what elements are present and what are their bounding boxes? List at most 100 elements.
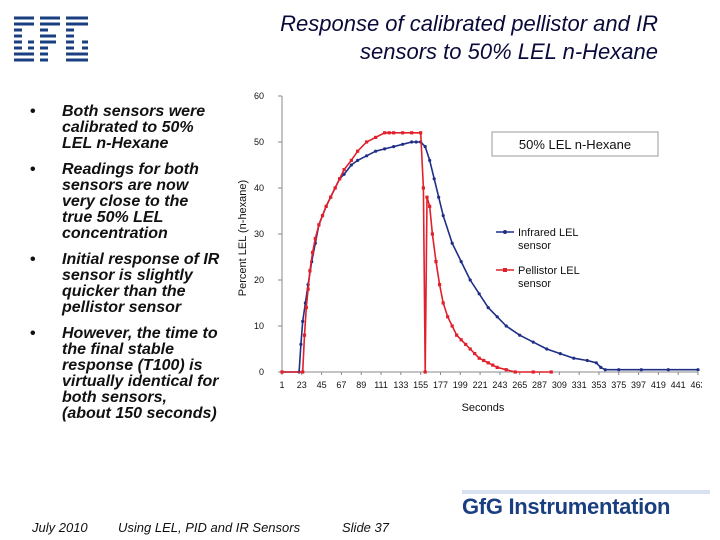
bullet-text: However, the time to the final stable re…: [62, 325, 219, 422]
pellistor-point: [434, 260, 438, 264]
x-tick-label: 133: [393, 380, 408, 390]
pellistor-point: [383, 131, 387, 135]
bullet-icon: •: [30, 103, 36, 120]
pellistor-point: [342, 168, 346, 172]
pellistor-point: [302, 333, 307, 337]
pellistor-point: [473, 352, 477, 356]
x-tick-label: 397: [631, 380, 646, 390]
pellistor-point: [320, 214, 325, 218]
pellistor-point: [324, 204, 328, 208]
pellistor-point: [491, 363, 495, 367]
pellistor-point: [301, 370, 305, 374]
footer-slide-number: Slide 37: [342, 520, 389, 535]
pellistor-point: [455, 333, 459, 337]
infrared-point: [356, 158, 360, 162]
pellistor-point: [317, 223, 321, 227]
x-tick-label: 23: [297, 380, 307, 390]
infrared-point: [585, 358, 589, 363]
infrared-point: [531, 340, 535, 344]
pellistor-point: [549, 370, 553, 374]
pellistor-point: [333, 186, 337, 190]
bullet-text: Initial response of IR sensor is slightl…: [62, 251, 220, 316]
infrared-point: [495, 315, 499, 319]
legend-pellistor-label: Pellistor LEL sensor: [518, 265, 580, 290]
legend-infrared-label-line: Infrared LEL: [518, 227, 579, 239]
pellistor-point: [338, 177, 342, 181]
infrared-point: [450, 241, 454, 245]
y-tick-label: 40: [254, 183, 264, 193]
pellistor-point: [365, 140, 369, 144]
pellistor-point: [425, 195, 429, 199]
infrared-point: [477, 292, 481, 296]
legend-pellistor-label-line: Pellistor LEL: [518, 265, 580, 277]
pellistor-point: [477, 356, 481, 360]
infrared-point: [437, 195, 441, 199]
pellistor-point: [419, 131, 423, 135]
legend-pellistor-label-line: sensor: [518, 278, 551, 290]
infrared-point: [410, 140, 414, 144]
x-tick-label: 287: [532, 380, 547, 390]
y-tick-label: 10: [254, 321, 264, 331]
infrared-point: [486, 306, 490, 310]
legend-infrared-marker: [503, 230, 507, 234]
x-tick-label: 1: [279, 380, 284, 390]
pellistor-point: [513, 370, 517, 374]
infrared-point: [639, 368, 643, 372]
chart-ticks: 0 10 20 30 40 50 60 1 23 45 67 89 111 133 155 177 199 221…: [254, 91, 702, 390]
bullet-item: • Initial response of IR sensor is slight…: [30, 252, 220, 316]
series-line-infrared: [282, 141, 698, 373]
footer-title: Using LEL, PID and IR Sensors: [118, 520, 301, 535]
chart-series: [280, 131, 700, 374]
infrared-point: [374, 149, 378, 153]
pellistor-point: [423, 370, 427, 374]
pellistor-point: [482, 358, 486, 363]
y-tick-label: 20: [254, 275, 264, 285]
x-tick-label: 243: [492, 380, 507, 390]
x-tick-label: 353: [591, 380, 606, 390]
infrared-point: [617, 368, 621, 372]
infrared-point: [392, 145, 396, 149]
pellistor-point: [421, 186, 425, 190]
x-tick-label: 331: [572, 380, 587, 390]
pellistor-point: [311, 250, 315, 254]
pellistor-point: [392, 131, 396, 135]
infrared-point: [599, 365, 603, 369]
y-tick-label: 60: [254, 91, 264, 101]
y-axis-label: Percent LEL (n-hexane): [237, 180, 249, 296]
x-tick-label: 463: [690, 380, 702, 390]
pellistor-point: [446, 315, 450, 319]
bullet-icon: •: [30, 161, 36, 178]
pellistor-point: [428, 204, 432, 208]
infrared-point: [441, 214, 445, 218]
infrared-point: [558, 352, 562, 356]
pellistor-point: [441, 301, 445, 305]
pellistor-point: [280, 370, 284, 374]
legend-pellistor-marker: [503, 268, 507, 272]
infrared-point: [468, 278, 472, 282]
infrared-point: [365, 154, 369, 158]
infrared-point: [603, 368, 607, 372]
infrared-point: [696, 368, 700, 372]
infrared-point: [432, 177, 436, 181]
pellistor-point: [304, 306, 308, 310]
pellistor-point: [430, 232, 434, 236]
infrared-point: [423, 145, 427, 149]
pellistor-point: [504, 368, 508, 372]
pellistor-point: [308, 269, 312, 273]
bullet-icon: •: [30, 325, 36, 342]
bullet-list: • Both sensors were calibrated to 50% LEL…: [30, 104, 220, 432]
x-axis-label: Seconds: [462, 402, 505, 414]
brand-band: [462, 490, 710, 494]
infrared-point: [572, 356, 576, 360]
x-tick-label: 89: [356, 380, 366, 390]
x-tick-label: 419: [651, 380, 666, 390]
pellistor-point: [374, 135, 378, 139]
infrared-point: [401, 142, 405, 146]
x-tick-label: 155: [413, 380, 428, 390]
pellistor-point: [306, 287, 310, 291]
infrared-point: [545, 347, 549, 351]
bullet-icon: •: [30, 251, 36, 268]
title-line-1: Response of calibrated pellistor and IR: [280, 11, 658, 36]
infrared-point: [518, 333, 522, 337]
